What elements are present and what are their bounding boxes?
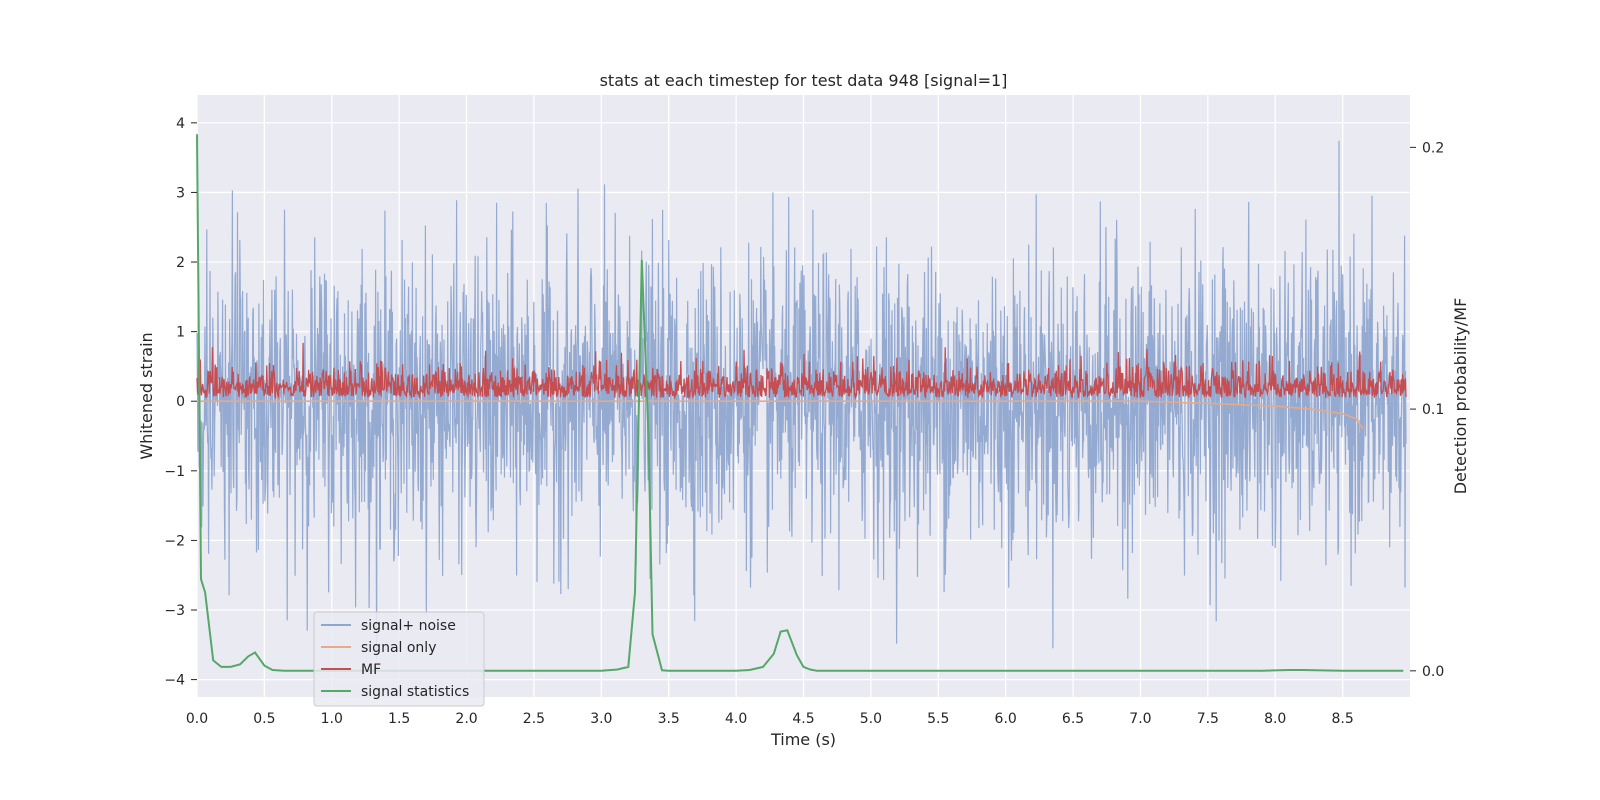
y2-axis-label: Detection probability/MF [1451, 298, 1470, 495]
x-tick-label: 2.5 [523, 711, 545, 727]
y2-tick-label: 0.1 [1422, 402, 1444, 418]
y-tick-label: 1 [176, 325, 185, 341]
x-tick-label: 5.5 [927, 711, 949, 727]
x-tick-label: 1.0 [321, 711, 343, 727]
legend-label: signal statistics [361, 684, 469, 700]
axes: 0.0 0.5 1.0 1.5 2.0 2.5 3.0 3.5 4.0 4.5 5.0 5.5 6.0 6… [164, 116, 1444, 727]
chart-title: stats at each timestep for test data 948… [600, 71, 1008, 90]
y-tick-label: 3 [176, 185, 185, 201]
signal-statistics-line [196, 134, 1404, 672]
x-tick-label: 7.0 [1129, 711, 1151, 727]
y2-tick-label: 0.2 [1422, 140, 1444, 156]
series-signal-only [197, 400, 1364, 430]
x-tick-label: 8.0 [1264, 711, 1286, 727]
series-signal-noise [196, 140, 1407, 660]
legend-label: signal+ noise [361, 618, 456, 634]
x-tick-label: 0.0 [186, 711, 208, 727]
legend-box [313, 611, 485, 707]
x-tick-label: 8.5 [1331, 711, 1353, 727]
x-tick-label: 2.0 [455, 711, 477, 727]
y-axis-label: Whitened strain [137, 332, 156, 459]
series-signal-statistics [196, 134, 1404, 672]
y-tick-label: 2 [176, 255, 185, 271]
y-tick-label: 4 [176, 116, 185, 132]
x-tick-label: 1.5 [388, 711, 410, 727]
y-tick-label: 0 [176, 394, 185, 410]
x-tick-label: 4.0 [725, 711, 747, 727]
mf-line [196, 342, 1407, 400]
y-tick-label: −2 [164, 533, 185, 549]
x-tick-label: 7.5 [1197, 711, 1219, 727]
x-tick-label: 3.0 [590, 711, 612, 727]
x-tick-label: 4.5 [792, 711, 814, 727]
legend-label: signal only [361, 640, 436, 656]
x-tick-label: 6.5 [1062, 711, 1084, 727]
signal-only-line [197, 400, 1364, 430]
y2-tick-label: 0.0 [1422, 664, 1444, 680]
x-tick-label: 6.0 [995, 711, 1017, 727]
x-tick-label: 5.0 [860, 711, 882, 727]
legend-label: MF [361, 662, 381, 678]
signal-noise-line [196, 140, 1407, 660]
y-tick-label: −3 [164, 603, 185, 619]
legend: signal+ noise signal only MF signal statist… [313, 611, 485, 707]
series-mf [196, 342, 1407, 400]
y-tick-label: −4 [164, 673, 185, 689]
x-tick-label: 3.5 [658, 711, 680, 727]
x-tick-label: 0.5 [253, 711, 275, 727]
y-tick-label: −1 [164, 464, 185, 480]
x-axis-label: Time (s) [770, 730, 836, 749]
